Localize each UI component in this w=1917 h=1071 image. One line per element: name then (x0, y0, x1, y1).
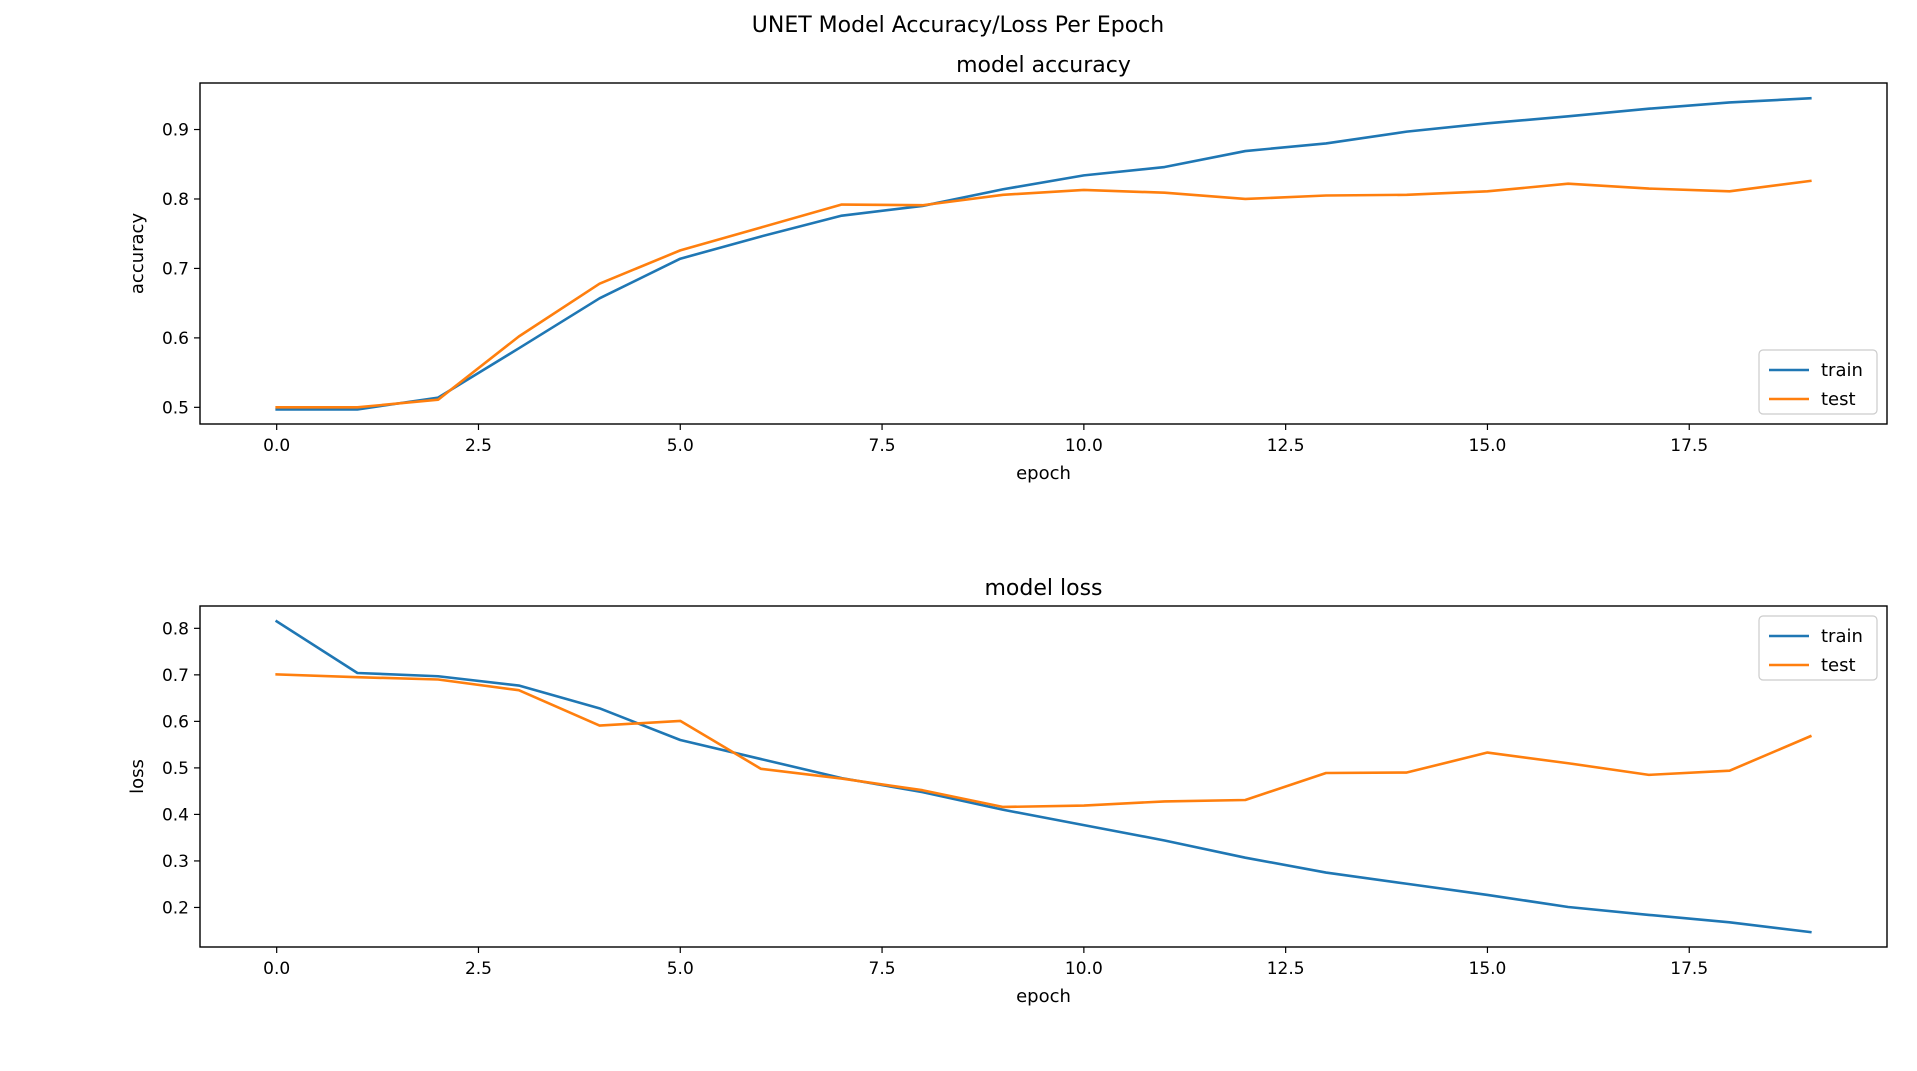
suptitle: UNET Model Accuracy/Loss Per Epoch (752, 13, 1164, 38)
x-tick-label: 5.0 (667, 959, 694, 979)
legend: train test (1758, 615, 1878, 681)
y-axis-label: accuracy (127, 213, 148, 295)
y-tick-label: 0.7 (162, 259, 189, 279)
accuracy-subplot: model accuracy 0.0 2.5 5.0 7.5 10.0 12.5 15.0 17… (127, 53, 1888, 484)
x-tick-label: 15.0 (1469, 959, 1507, 979)
x-tick-label: 10.0 (1065, 959, 1103, 979)
x-tick-label: 2.5 (465, 436, 492, 456)
y-tick-label: 0.8 (162, 190, 189, 210)
x-tick-label: 7.5 (869, 959, 896, 979)
legend-label-train: train (1821, 626, 1863, 647)
y-tick-label: 0.9 (162, 121, 189, 141)
axes-frame (199, 82, 1888, 425)
y-tick-label: 0.5 (162, 759, 189, 779)
x-tick-label: 5.0 (667, 436, 694, 456)
legend: train test (1758, 349, 1878, 415)
y-tick-label: 0.4 (162, 805, 189, 825)
y-tick-label: 0.2 (162, 898, 189, 918)
x-tick-label: 0.0 (263, 436, 290, 456)
y-tick-label: 0.3 (162, 852, 189, 872)
x-tick-label: 17.5 (1670, 959, 1708, 979)
y-tick-label: 0.7 (162, 666, 189, 686)
x-axis-label: epoch (1016, 463, 1071, 484)
series-line-train (275, 96, 1812, 411)
series-line-test (275, 179, 1812, 409)
y-tick-label: 0.6 (162, 712, 189, 732)
subplot-title: model loss (985, 576, 1103, 601)
x-tick-label: 10.0 (1065, 436, 1103, 456)
legend-label-test: test (1821, 655, 1856, 676)
x-tick-label: 12.5 (1267, 436, 1305, 456)
series-line-train (274, 619, 1812, 934)
y-tick-label: 0.6 (162, 329, 189, 349)
series-line-test (275, 673, 1813, 809)
x-tick-label: 0.0 (263, 959, 290, 979)
x-tick-label: 15.0 (1469, 436, 1507, 456)
x-tick-label: 7.5 (869, 436, 896, 456)
x-tick-label: 2.5 (465, 959, 492, 979)
x-tick-label: 17.5 (1670, 436, 1708, 456)
axes-frame (199, 605, 1888, 948)
legend-label-test: test (1821, 389, 1856, 410)
loss-subplot: model loss 0.0 2.5 5.0 7.5 10.0 12.5 15.0 17.5 0.… (127, 576, 1888, 1007)
subplot-title: model accuracy (956, 53, 1131, 78)
y-tick-label: 0.8 (162, 619, 189, 639)
x-tick-label: 12.5 (1267, 959, 1305, 979)
y-tick-label: 0.5 (162, 398, 189, 418)
legend-label-train: train (1821, 360, 1863, 381)
x-axis-label: epoch (1016, 986, 1071, 1007)
y-axis-label: loss (127, 759, 148, 794)
